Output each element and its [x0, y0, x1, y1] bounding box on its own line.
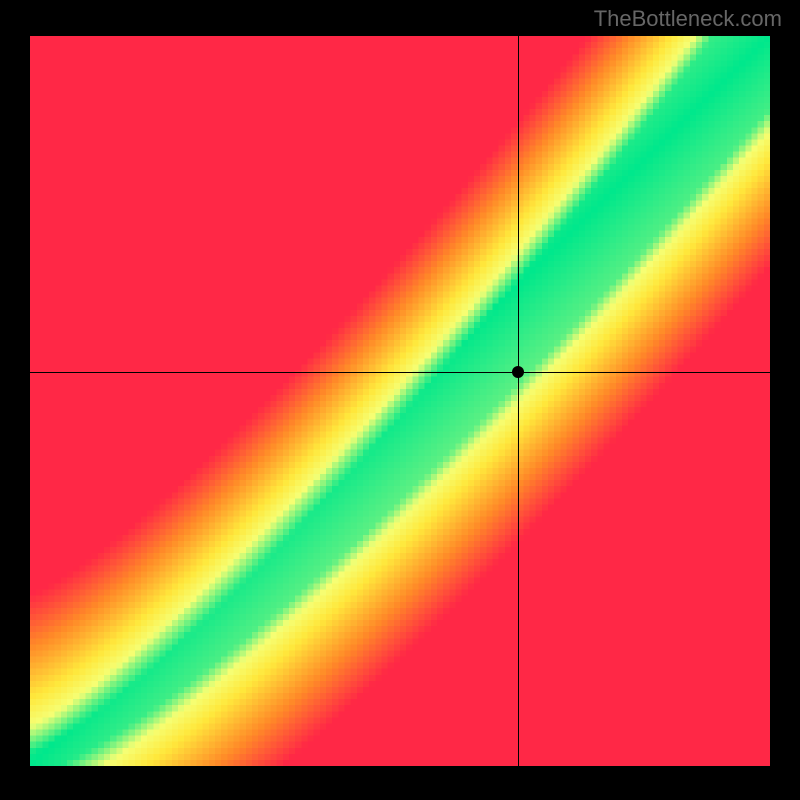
crosshair-horizontal [30, 372, 770, 373]
plot-area [30, 36, 770, 766]
chart-container: TheBottleneck.com [0, 0, 800, 800]
crosshair-vertical [518, 36, 519, 766]
watermark-text: TheBottleneck.com [594, 6, 782, 32]
data-point [512, 366, 524, 378]
heatmap-canvas [30, 36, 770, 766]
